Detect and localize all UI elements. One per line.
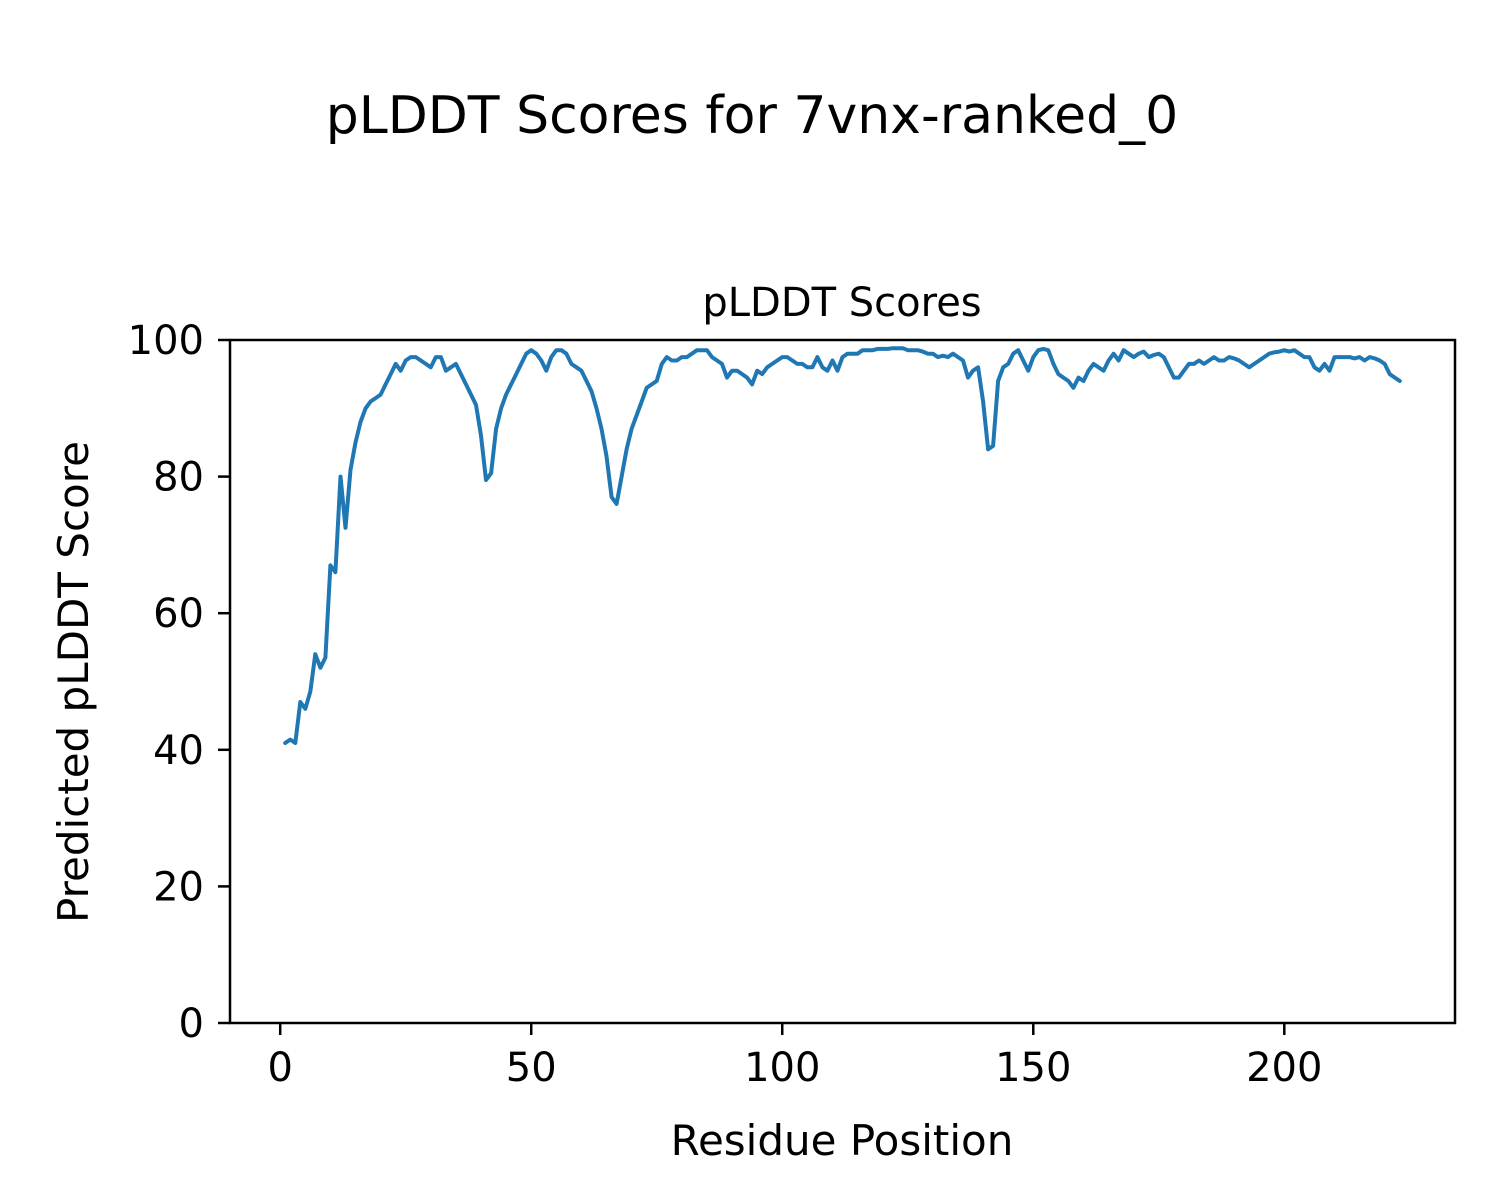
y-tick-label: 0 [179, 1001, 204, 1047]
x-tick-label: 100 [744, 1045, 820, 1091]
x-axis-label: Residue Position [671, 1116, 1014, 1165]
y-axis-label: Predicted pLDDT Score [49, 441, 98, 923]
x-tick-label: 0 [267, 1045, 292, 1091]
y-tick-label: 100 [128, 318, 204, 364]
axes-title: pLDDT Scores [702, 280, 981, 326]
plddt-line-series [283, 346, 1402, 745]
x-tick-label: 150 [995, 1045, 1071, 1091]
plot-frame [228, 338, 1457, 1025]
figure-suptitle: pLDDT Scores for 7vnx-ranked_0 [326, 86, 1179, 146]
plot-area: 0 50 100 150 200 0 20 40 60 80 100 [128, 318, 1457, 1091]
x-tick-label: 50 [506, 1045, 557, 1091]
y-tick-label: 60 [153, 591, 204, 637]
y-tick-label: 80 [153, 455, 204, 501]
y-tick-label: 20 [153, 864, 204, 910]
x-tick-label: 200 [1246, 1045, 1322, 1091]
y-tick-label: 40 [153, 728, 204, 774]
